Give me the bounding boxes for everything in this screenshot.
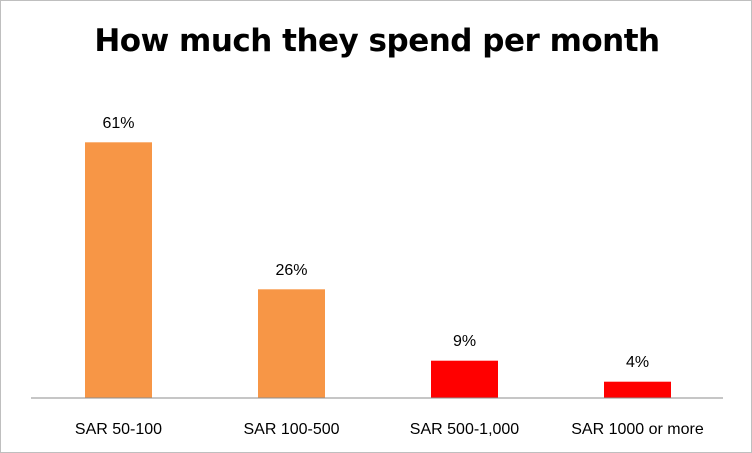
category-label-2: SAR 100-500 xyxy=(243,421,339,438)
category-label-4: SAR 1000 or more xyxy=(571,421,704,438)
category-label-1: SAR 50-100 xyxy=(75,421,162,438)
data-label-3: 9% xyxy=(453,333,476,350)
data-label-2: 26% xyxy=(275,262,307,279)
bar-4 xyxy=(603,380,672,399)
chart-title: How much they spend per month xyxy=(94,23,660,59)
bar-2 xyxy=(257,288,326,399)
data-label-1: 61% xyxy=(102,115,134,132)
data-label-4: 4% xyxy=(626,354,649,371)
bar-1 xyxy=(84,141,153,399)
category-label-3: SAR 500-1,000 xyxy=(410,421,520,438)
bar-3 xyxy=(430,359,499,399)
